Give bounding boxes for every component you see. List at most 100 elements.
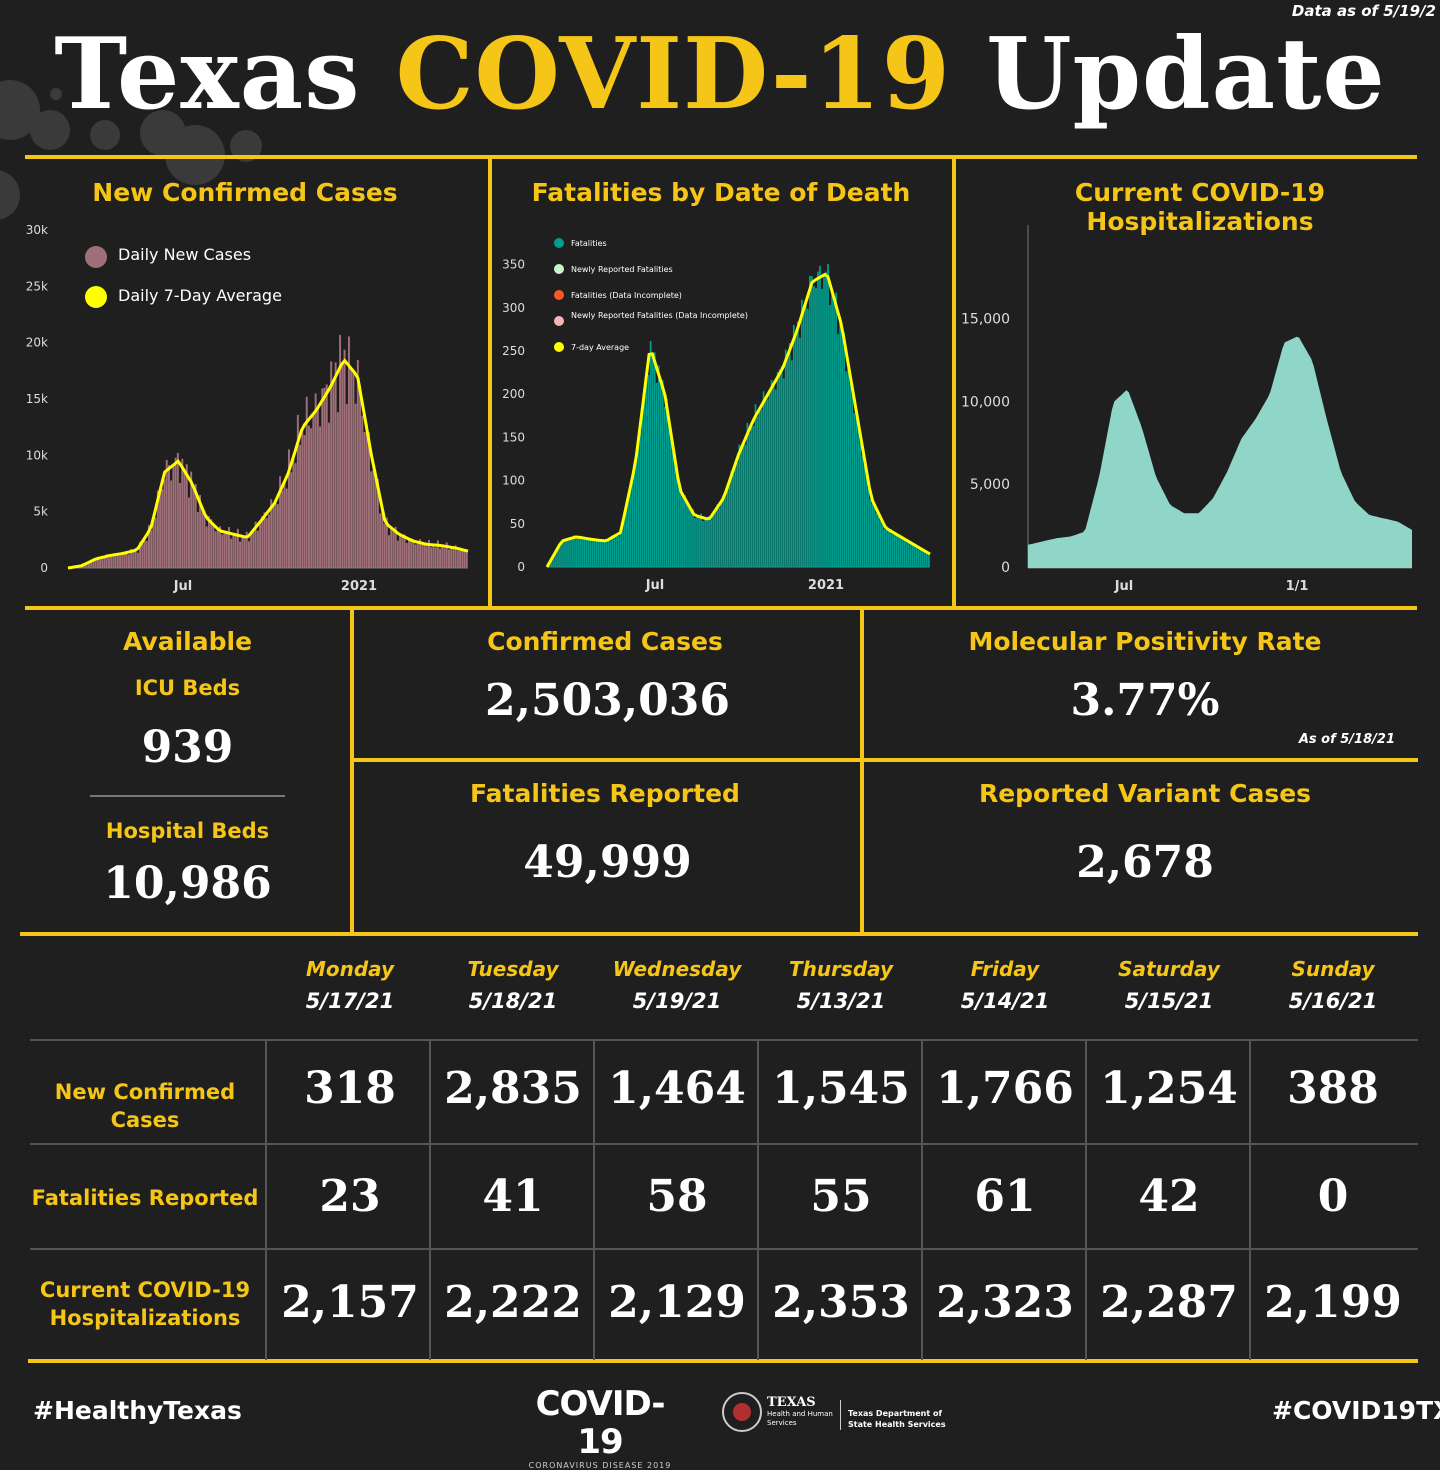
bar xyxy=(324,388,326,568)
table-cell: 2,129 xyxy=(595,1277,759,1328)
bar xyxy=(769,391,771,567)
bar xyxy=(884,529,886,567)
bar xyxy=(184,469,186,568)
bar xyxy=(161,489,163,568)
table-cell: 2,157 xyxy=(268,1277,432,1328)
bar xyxy=(928,553,930,567)
bar xyxy=(132,551,134,568)
bar xyxy=(823,276,825,567)
bar xyxy=(266,518,268,568)
bar xyxy=(779,370,781,567)
bar xyxy=(581,536,583,567)
bar xyxy=(618,536,620,567)
bar xyxy=(424,545,426,568)
chart-title-fatalities: Fatalities by Date of Death xyxy=(495,178,947,207)
y-tick-label: 150 xyxy=(502,430,525,444)
bar xyxy=(124,553,126,568)
x-tick-label: Jul xyxy=(645,578,665,593)
bar xyxy=(448,550,450,568)
bar xyxy=(587,538,589,567)
bar xyxy=(281,491,283,568)
bar xyxy=(765,401,767,567)
bar xyxy=(797,322,799,567)
bar xyxy=(166,460,168,568)
bar xyxy=(308,426,310,568)
bar xyxy=(845,371,847,567)
day-header: Tuesday xyxy=(433,957,593,981)
bar xyxy=(217,528,219,568)
bar xyxy=(837,334,839,567)
bar xyxy=(680,494,682,567)
bar xyxy=(299,445,301,568)
legend-fatalities-icon xyxy=(554,238,564,248)
bar xyxy=(843,332,845,567)
table-cell: 2,287 xyxy=(1087,1277,1251,1328)
legend-incomplete-icon xyxy=(554,290,564,300)
table-cell: 61 xyxy=(923,1171,1087,1222)
bar xyxy=(747,423,749,567)
bar xyxy=(372,470,374,568)
date-header: 5/13/21 xyxy=(761,989,921,1013)
bar xyxy=(851,386,853,567)
bar xyxy=(272,504,274,568)
bar xyxy=(441,546,443,568)
bar xyxy=(855,415,857,567)
bar xyxy=(847,365,849,567)
bar xyxy=(90,562,92,568)
bar xyxy=(426,546,428,568)
bar xyxy=(829,305,831,567)
y-tick-label: 30k xyxy=(26,225,48,237)
bar xyxy=(261,516,263,568)
bar xyxy=(801,300,803,567)
bar xyxy=(215,531,217,568)
bar xyxy=(757,417,759,567)
date-header: 5/14/21 xyxy=(925,989,1085,1013)
bar xyxy=(344,350,346,568)
row-label: New Confirmed Cases xyxy=(30,1078,260,1134)
bar xyxy=(404,534,406,568)
bar xyxy=(634,471,636,567)
bar xyxy=(589,538,591,567)
bar xyxy=(399,534,401,568)
bar xyxy=(882,520,884,567)
table-cell: 2,835 xyxy=(431,1063,595,1114)
bar xyxy=(745,444,747,567)
bar xyxy=(179,483,181,568)
bar xyxy=(900,538,902,567)
bar xyxy=(224,534,226,568)
bar xyxy=(591,540,593,567)
bar xyxy=(239,542,241,568)
table-line xyxy=(1085,1040,1087,1360)
bar xyxy=(819,266,821,567)
x-tick-label: 2021 xyxy=(808,578,844,593)
y-tick-label: 5,000 xyxy=(970,477,1010,493)
table-cell: 23 xyxy=(268,1171,432,1222)
bar xyxy=(585,539,587,567)
table-cell: 1,254 xyxy=(1087,1063,1251,1114)
legend-newly-incomplete-icon xyxy=(554,316,564,326)
icu-label: ICU Beds xyxy=(30,676,345,700)
bar xyxy=(670,429,672,567)
bar xyxy=(312,414,314,568)
bar xyxy=(461,549,463,568)
covid19-logo-sub: CORONAVIRUS DISEASE 2019 xyxy=(520,1461,680,1470)
bar xyxy=(857,423,859,567)
bar xyxy=(292,456,294,568)
bar xyxy=(926,554,928,567)
bar xyxy=(741,450,743,567)
table-cell: 41 xyxy=(431,1171,595,1222)
bar xyxy=(259,523,261,568)
bar xyxy=(310,428,312,568)
bar xyxy=(206,527,208,568)
bar xyxy=(924,551,926,567)
bar xyxy=(144,539,146,568)
bar xyxy=(878,515,880,567)
bar xyxy=(364,432,366,568)
bar xyxy=(672,452,674,567)
bar xyxy=(892,534,894,567)
bar xyxy=(337,412,339,568)
bar xyxy=(575,539,577,567)
fatalities-value: 49,999 xyxy=(355,837,860,888)
table-line xyxy=(757,1040,759,1360)
bar xyxy=(728,484,730,567)
